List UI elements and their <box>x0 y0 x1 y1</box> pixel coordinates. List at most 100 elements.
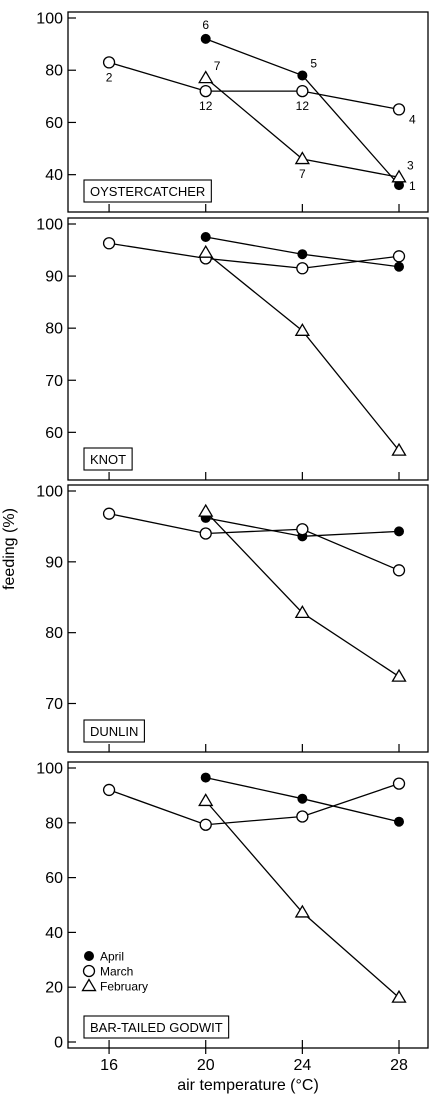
y-axis-label: feeding (%) <box>1 508 18 590</box>
y-tick-label: 100 <box>36 217 63 234</box>
y-tick-label: 0 <box>54 1035 63 1052</box>
y-tick-label: 60 <box>45 425 63 442</box>
marker-march <box>199 818 212 831</box>
species-label: OYSTERCATCHER <box>90 184 205 199</box>
marker-february <box>391 668 407 682</box>
marker-april <box>200 33 211 44</box>
y-tick-label: 60 <box>45 870 63 887</box>
y-tick-label: 80 <box>45 63 63 80</box>
sample-size-label: 7 <box>299 167 306 181</box>
marker-april <box>394 261 405 272</box>
x-tick-label: 28 <box>390 1057 408 1074</box>
y-tick-label: 80 <box>45 625 63 642</box>
marker-march <box>199 527 212 540</box>
species-label-box: OYSTERCATCHER <box>83 179 212 203</box>
panel-knot: 60 70 80 90 100 KNOT <box>36 217 429 481</box>
sample-size-label: 7 <box>214 59 221 73</box>
legend-entry-april: April <box>100 950 124 964</box>
marker-march <box>392 777 406 790</box>
species-label-frame <box>83 447 133 471</box>
y-tick-label: 100 <box>36 11 63 28</box>
marker-february <box>198 793 214 807</box>
marker-march <box>199 84 212 98</box>
marker-april <box>84 951 94 961</box>
sample-size-label: 1 <box>409 179 416 193</box>
species-label-frame <box>83 719 145 743</box>
series-line-february <box>205 800 400 999</box>
marker-march <box>392 564 406 577</box>
marker-april <box>394 816 405 827</box>
marker-april <box>297 793 308 804</box>
sample-size-label: 12 <box>296 99 310 113</box>
x-tick-label: 24 <box>293 1057 311 1074</box>
marker-february <box>391 989 407 1003</box>
series-line-march <box>108 783 400 826</box>
species-label: DUNLIN <box>90 724 138 739</box>
marker-february <box>198 244 214 258</box>
species-label-frame <box>83 179 212 203</box>
marker-february <box>294 904 310 918</box>
y-tick-label: 70 <box>45 696 63 713</box>
species-label-box: BAR-TAILED GODWIT <box>83 1015 230 1039</box>
marker-february <box>294 322 310 336</box>
y-tick-label: 60 <box>45 115 63 132</box>
y-tick-label: 100 <box>36 484 63 501</box>
plot-frame <box>67 11 429 213</box>
marker-april <box>297 70 308 81</box>
sample-size-label: 5 <box>310 56 317 70</box>
sample-size-label: 3 <box>407 158 414 172</box>
y-tick-label: 80 <box>45 321 63 338</box>
marker-march <box>102 507 116 520</box>
marker-march <box>296 523 309 536</box>
marker-february <box>294 605 310 619</box>
marker-march <box>102 56 116 69</box>
sample-size-label: 2 <box>106 70 113 84</box>
y-tick-label: 90 <box>45 554 63 571</box>
marker-april <box>200 772 211 783</box>
marker-february <box>294 151 310 165</box>
marker-february <box>198 503 214 517</box>
plot-frame <box>67 761 429 1049</box>
series-line-march <box>108 61 400 111</box>
y-tick-label: 80 <box>45 815 63 832</box>
series-line-march <box>108 242 400 269</box>
marker-april <box>297 249 308 260</box>
y-tick-label: 100 <box>36 761 63 778</box>
marker-march <box>102 237 116 250</box>
series-line-march <box>108 513 400 571</box>
marker-march <box>296 810 309 823</box>
x-tick-label: 16 <box>100 1057 118 1074</box>
species-label-frame <box>83 1015 230 1039</box>
marker-march <box>392 250 406 263</box>
legend-entry-february: February <box>100 980 148 994</box>
panel-bar-tailed-godwit: 0 20 40 60 80 100 16 20 24 28 BAR-TAILED GODWIT <box>36 761 429 1074</box>
y-tick-label: 20 <box>45 980 63 997</box>
marker-april <box>200 232 211 243</box>
marker-february <box>391 169 407 183</box>
marker-march <box>392 103 406 116</box>
sample-size-label: 12 <box>199 99 213 113</box>
marker-march <box>102 783 116 797</box>
y-tick-label: 90 <box>45 269 63 286</box>
y-tick-label: 70 <box>45 373 63 390</box>
x-tick-label: 20 <box>197 1057 215 1074</box>
sample-size-label: 4 <box>409 112 416 126</box>
plot-frame <box>67 484 429 753</box>
species-label-box: DUNLIN <box>83 719 145 743</box>
marker-february <box>391 442 407 456</box>
sample-size-label: 6 <box>202 18 209 32</box>
species-label: KNOT <box>90 452 126 467</box>
marker-march <box>296 84 309 98</box>
marker-february <box>198 70 214 84</box>
y-tick-label: 40 <box>45 167 63 184</box>
species-label-box: KNOT <box>83 447 133 471</box>
series-line-february <box>205 252 400 451</box>
legend-entry-march: March <box>100 965 133 979</box>
species-label: BAR-TAILED GODWIT <box>90 1020 223 1035</box>
marker-april <box>394 526 405 537</box>
marker-march <box>82 964 96 978</box>
plot-frame <box>67 217 429 481</box>
